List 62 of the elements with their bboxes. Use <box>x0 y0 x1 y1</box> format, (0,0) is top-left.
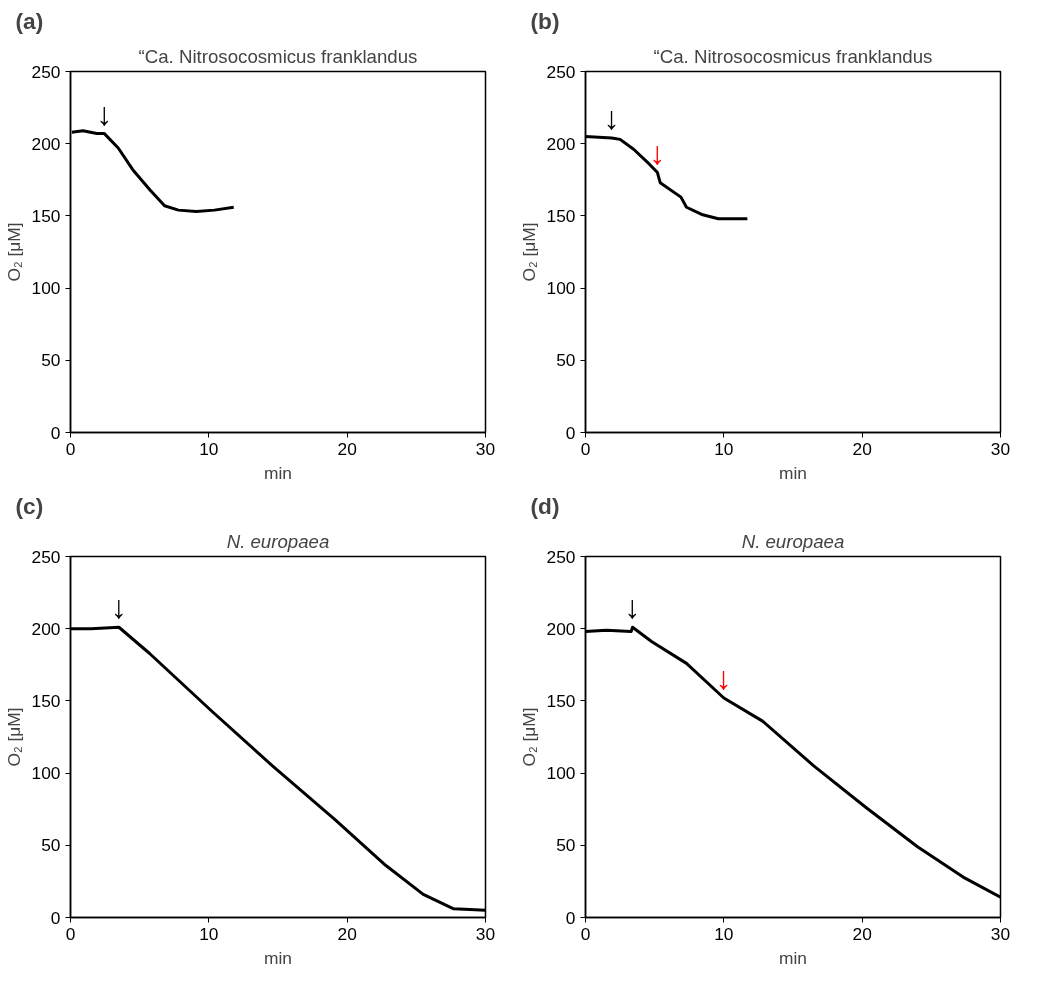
x-axis-title: min <box>264 462 292 483</box>
x-tick-label: 20 <box>852 438 872 459</box>
y-tick-label: 200 <box>31 133 61 154</box>
x-axis-title: min <box>264 947 292 968</box>
x-tick-label: 30 <box>990 438 1011 459</box>
y-tick-label: 50 <box>556 350 576 371</box>
x-tick-label: 10 <box>199 438 219 459</box>
y-tick-label: 250 <box>546 546 576 567</box>
text: (c) <box>15 492 44 519</box>
x-axis-title: min <box>779 462 807 483</box>
y-tick-label: 50 <box>41 835 61 856</box>
y-tick-label: 150 <box>546 690 576 711</box>
y-tick-label: 100 <box>546 763 576 784</box>
y-tick-label: 0 <box>565 422 576 443</box>
y-axis-title: O₂ [μM] <box>3 222 24 282</box>
text: (a) <box>15 7 44 34</box>
y-tick-label: 200 <box>31 618 61 639</box>
annotation: ↓ <box>715 660 732 697</box>
y-tick-label: 250 <box>31 546 61 567</box>
chart-title: N. europaea <box>741 530 845 552</box>
y-tick-label: 250 <box>31 61 61 82</box>
x-tick-label: 10 <box>714 438 734 459</box>
x-tick-label: 20 <box>337 438 357 459</box>
x-tick-label: 0 <box>65 438 76 459</box>
y-tick-label: 0 <box>50 907 61 928</box>
annotation: ↓ <box>603 99 620 136</box>
x-tick-label: 10 <box>199 923 219 944</box>
annotation: ↓ <box>624 589 641 626</box>
text: (b) <box>530 7 560 34</box>
y-tick-label: 100 <box>31 278 61 299</box>
annotation: ↓ <box>110 589 127 626</box>
y-tick-label: 50 <box>41 350 61 371</box>
y-tick-label: 250 <box>546 61 576 82</box>
y-tick-label: 150 <box>31 690 61 711</box>
y-tick-label: 150 <box>546 205 576 226</box>
y-tick-label: 100 <box>31 763 61 784</box>
x-tick-label: 30 <box>475 923 496 944</box>
x-tick-label: 20 <box>852 923 872 944</box>
y-axis-title: O₂ [μM] <box>518 222 539 282</box>
y-tick-label: 0 <box>565 907 576 928</box>
chart-title: “Ca. Nitrosocosmicus franklandus <box>138 45 418 67</box>
chart-title: N. europaea <box>226 530 330 552</box>
x-tick-label: 10 <box>714 923 734 944</box>
x-tick-label: 0 <box>65 923 76 944</box>
annotation: ↓ <box>649 134 666 171</box>
x-tick-label: 30 <box>990 923 1011 944</box>
x-tick-label: 0 <box>580 923 591 944</box>
y-tick-label: 200 <box>546 618 576 639</box>
y-axis-title: O₂ [μM] <box>3 707 24 767</box>
y-tick-label: 50 <box>556 835 576 856</box>
x-axis-title: min <box>779 947 807 968</box>
y-tick-label: 100 <box>546 278 576 299</box>
y-tick-label: 150 <box>31 205 61 226</box>
x-tick-label: 30 <box>475 438 496 459</box>
y-tick-label: 200 <box>546 133 576 154</box>
x-tick-label: 20 <box>337 923 357 944</box>
chart-title: “Ca. Nitrosocosmicus franklandus <box>653 45 933 67</box>
y-axis-title: O₂ [μM] <box>518 707 539 767</box>
text: (d) <box>530 492 560 519</box>
y-tick-label: 0 <box>50 422 61 443</box>
x-tick-label: 0 <box>580 438 591 459</box>
annotation: ↓ <box>96 95 113 132</box>
